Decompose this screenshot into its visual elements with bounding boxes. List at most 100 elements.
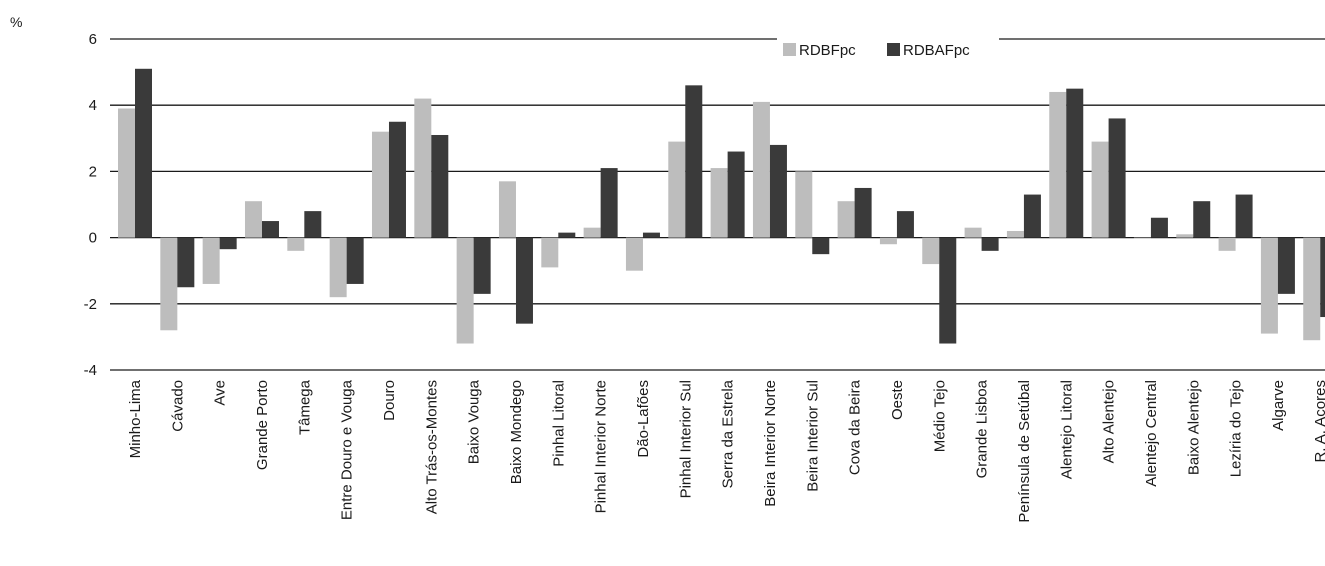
x-category-label: Beira Interior Sul — [804, 380, 821, 492]
bar-rdbfpc — [160, 237, 178, 331]
bar-rdbfpc — [118, 108, 135, 238]
bar-rdbfpc — [498, 181, 516, 238]
x-category-label: Tâmega — [296, 379, 313, 435]
bar-rdbafpc — [1277, 237, 1295, 294]
bar-rdbfpc — [1006, 230, 1024, 238]
bar-rdbfpc — [287, 237, 305, 251]
bar-rdbafpc — [388, 121, 406, 238]
y-tick-label: 6 — [89, 31, 97, 48]
x-category-label: Dão-Lafões — [635, 380, 652, 458]
bar-rdbfpc — [371, 131, 389, 238]
y-axis-ticks: 6 4 2 0 -2 -4 — [84, 31, 97, 379]
x-category-label: Grande Lisboa — [974, 379, 991, 478]
x-category-label: R. A. Açores — [1312, 380, 1325, 463]
bar-rdbfpc — [879, 237, 897, 245]
bar-rdbafpc — [1066, 88, 1084, 238]
x-category-label: Pinhal Interior Norte — [593, 380, 610, 513]
x-category-label: Baixo Vouga — [466, 379, 483, 464]
bar-rdbafpc — [431, 134, 449, 238]
bar-rdbfpc — [1303, 237, 1321, 341]
bar-rdbafpc — [812, 237, 830, 255]
bar-rdbfpc — [837, 201, 855, 238]
x-category-label: Serra da Estrela — [720, 379, 737, 488]
bar-rdbafpc — [854, 187, 872, 238]
x-category-label: Médio Tejo — [931, 380, 948, 452]
bar-rdbfpc — [795, 171, 813, 238]
bar-rdbafpc — [685, 85, 703, 238]
bar-rdbfpc — [625, 237, 643, 271]
y-tick-label: -4 — [84, 362, 97, 379]
bar-rdbafpc — [473, 237, 491, 294]
y-tick-label: 0 — [89, 230, 97, 247]
bar-rdbafpc — [642, 232, 660, 238]
bar-rdbfpc — [202, 237, 220, 284]
bar-rdbafpc — [769, 144, 787, 238]
y-tick-label: 2 — [89, 163, 97, 180]
x-category-label: Alentejo Central — [1143, 380, 1160, 487]
x-category-label: Alto Trás-os-Montes — [423, 380, 440, 514]
bar-rdbafpc — [346, 237, 364, 284]
x-category-label: Ave — [212, 380, 229, 406]
x-category-label: Lezíria do Tejo — [1228, 380, 1245, 477]
x-category-label: Algarve — [1270, 380, 1287, 431]
x-category-label: Oeste — [889, 380, 906, 420]
bar-rdbafpc — [939, 237, 957, 344]
x-category-label: Douro — [381, 380, 398, 421]
x-axis-categories: Minho-Lima Cávado Ave Grande Porto Tâmega Ent… — [127, 379, 1325, 522]
bar-rdbafpc — [1023, 194, 1041, 238]
bar-rdbfpc — [1260, 237, 1278, 334]
bar-rdbfpc — [1176, 234, 1194, 238]
y-tick-label: 4 — [89, 97, 97, 114]
y-axis-unit-label: % — [10, 14, 22, 30]
legend-label-rdbafpc: RDBAFpc — [903, 42, 970, 59]
bar-rdbafpc — [135, 68, 152, 238]
bar-rdbafpc — [896, 211, 914, 238]
bar-rdbafpc — [261, 221, 279, 238]
x-category-label: Baixo Alentejo — [1185, 380, 1202, 475]
bar-rdbfpc — [541, 237, 559, 268]
bar-rdbafpc — [515, 237, 533, 324]
y-tick-label: -2 — [84, 296, 97, 313]
bar-rdbfpc — [922, 237, 940, 265]
bar-rdbafpc — [1320, 237, 1325, 318]
x-category-label: Beira Interior Norte — [762, 380, 779, 507]
legend-label-rdbfpc: RDBFpc — [799, 42, 856, 59]
bar-rdbafpc — [1235, 194, 1253, 238]
x-category-label: Alentejo Litoral — [1058, 380, 1075, 479]
x-category-label: Baixo Mondego — [508, 380, 525, 484]
legend: RDBFpc RDBAFpc — [777, 37, 999, 63]
bar-rdbfpc — [414, 98, 432, 238]
x-category-label: Minho-Lima — [127, 379, 144, 458]
legend-swatch-rdbfpc — [783, 43, 796, 56]
bar-rdbafpc — [219, 237, 237, 250]
bar-rdbfpc — [329, 237, 347, 298]
bar-rdbfpc — [1218, 237, 1236, 251]
x-category-label: Pinhal Interior Sul — [677, 380, 694, 498]
x-category-label: Entre Douro e Vouga — [339, 379, 356, 520]
bar-rdbafpc — [1108, 118, 1126, 238]
bar-rdbfpc — [1049, 91, 1067, 238]
x-category-label: Pinhal Litoral — [550, 380, 567, 467]
x-category-label: Cávado — [169, 380, 186, 432]
bar-rdbfpc — [668, 141, 686, 238]
x-category-label: Cova da Beira — [847, 379, 864, 475]
x-category-label: Península de Setúbal — [1016, 380, 1033, 523]
bar-rdbfpc — [752, 101, 770, 238]
bar-rdbafpc — [981, 237, 999, 251]
bar-rdbafpc — [177, 237, 195, 288]
bars — [118, 68, 1325, 344]
x-category-label: Grande Porto — [254, 380, 271, 470]
bar-rdbfpc — [710, 168, 728, 238]
bar-rdbfpc — [1133, 237, 1151, 239]
bar-rdbafpc — [1150, 217, 1168, 238]
bar-rdbafpc — [558, 232, 576, 238]
bar-rdbfpc — [456, 237, 474, 344]
legend-swatch-rdbafpc — [887, 43, 900, 56]
bar-rdbfpc — [244, 201, 262, 238]
bar-rdbafpc — [1193, 201, 1211, 238]
bar-rdbafpc — [600, 168, 618, 238]
bar-rdbafpc — [727, 151, 745, 238]
bar-rdbafpc — [304, 211, 322, 238]
bar-rdbfpc — [583, 227, 601, 238]
